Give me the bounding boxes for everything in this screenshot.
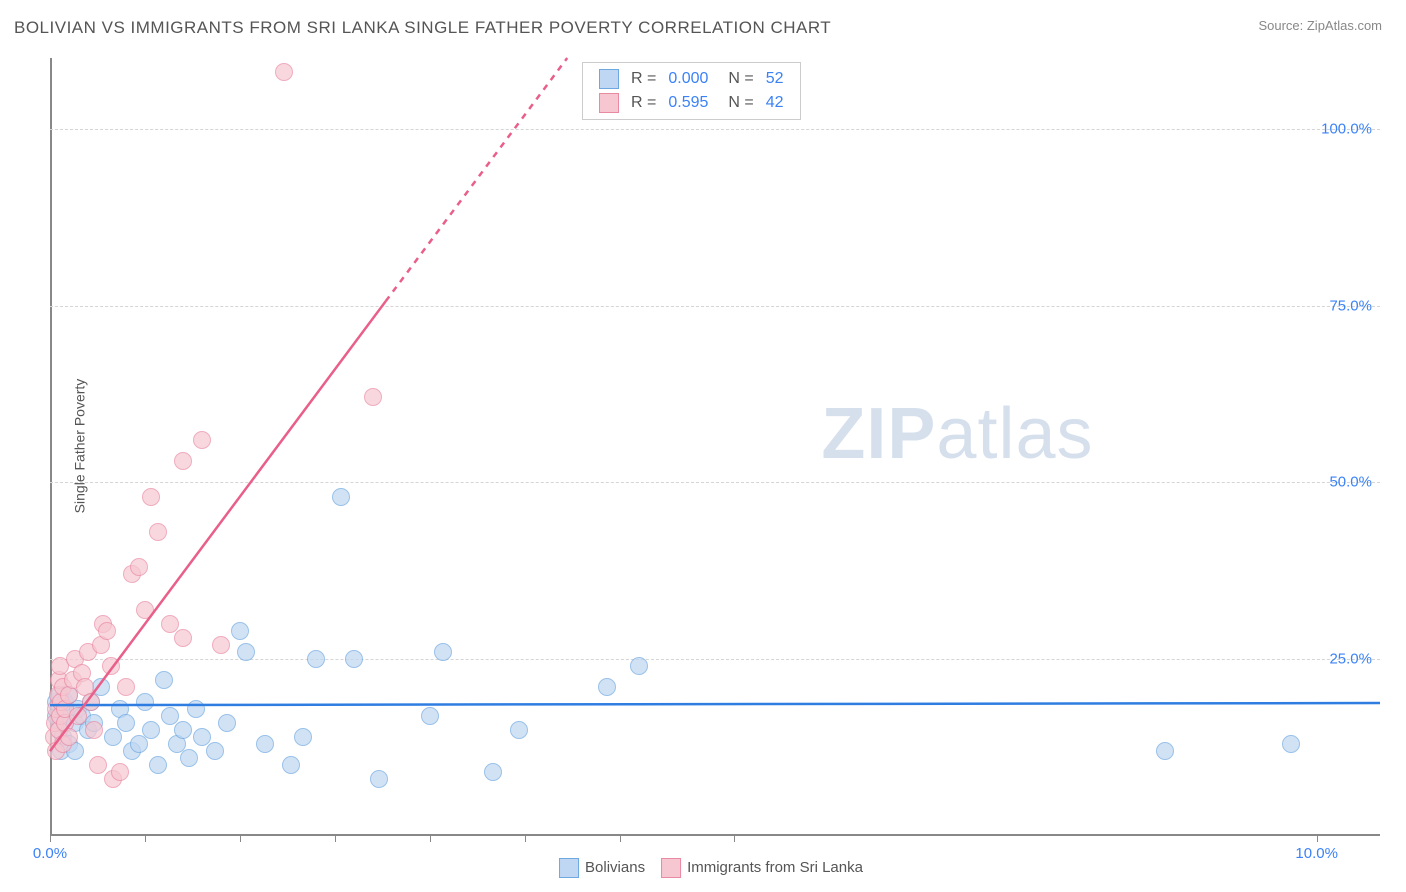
plot-area: ZIPatlas 25.0%50.0%75.0%100.0%0.0%10.0% bbox=[50, 58, 1380, 836]
x-tick bbox=[240, 836, 241, 842]
x-tick bbox=[525, 836, 526, 842]
x-tick bbox=[620, 836, 621, 842]
legend-swatch bbox=[559, 858, 579, 878]
x-tick bbox=[1317, 836, 1318, 842]
x-tick-label: 10.0% bbox=[1295, 845, 1338, 862]
x-tick bbox=[145, 836, 146, 842]
chart-title: BOLIVIAN VS IMMIGRANTS FROM SRI LANKA SI… bbox=[14, 18, 831, 38]
stat-legend-row: R =0.595N =42 bbox=[593, 91, 790, 115]
x-tick bbox=[335, 836, 336, 842]
x-tick-label: 0.0% bbox=[33, 845, 67, 862]
legend-label: Immigrants from Sri Lanka bbox=[687, 859, 863, 876]
legend-swatch bbox=[661, 858, 681, 878]
series-legend: Bolivians Immigrants from Sri Lanka bbox=[543, 858, 863, 878]
source-label: Source: ZipAtlas.com bbox=[1258, 18, 1382, 33]
x-tick bbox=[734, 836, 735, 842]
stat-legend-row: R =0.000N =52 bbox=[593, 67, 790, 91]
trend-line bbox=[50, 301, 386, 751]
legend-label: Bolivians bbox=[585, 859, 645, 876]
x-tick bbox=[430, 836, 431, 842]
trend-lines-layer bbox=[50, 58, 1380, 836]
trend-line-dashed bbox=[386, 58, 568, 301]
trend-line bbox=[50, 703, 1380, 705]
stat-legend: R =0.000N =52R =0.595N =42 bbox=[582, 62, 801, 120]
x-tick bbox=[50, 836, 51, 842]
